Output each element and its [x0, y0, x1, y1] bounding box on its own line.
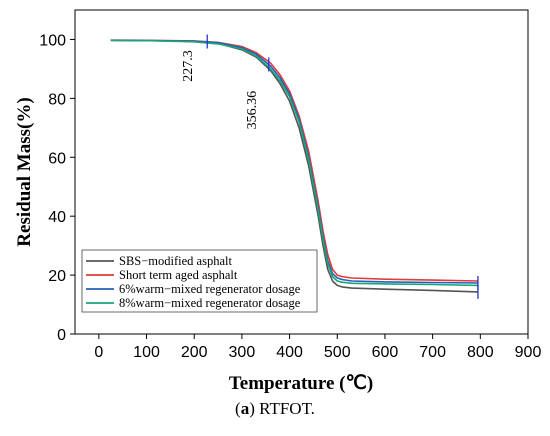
y-tick-label: 0: [57, 327, 66, 344]
caption-suffix: ) RTFOT.: [249, 399, 315, 418]
x-tick-label: 100: [133, 344, 160, 361]
figure-caption: (a) RTFOT.: [235, 399, 315, 418]
y-tick-label: 80: [48, 91, 66, 108]
x-tick-label: 300: [229, 344, 256, 361]
onset-annotation: 356.36: [245, 91, 260, 129]
series-line-2: [110, 39, 478, 282]
x-tick-label: 900: [515, 344, 542, 361]
caption-prefix: (: [235, 399, 241, 418]
plot-frame: [74, 9, 529, 335]
y-axis-title: Residual Mass(%): [14, 97, 35, 246]
legend-box: [81, 249, 318, 313]
x-tick-label: 800: [467, 344, 494, 361]
y-tick-label: 40: [48, 209, 66, 226]
y-tick-label: 20: [48, 268, 66, 285]
x-tick-label: 700: [419, 344, 446, 361]
caption-letter: a: [241, 399, 250, 418]
legend-entry: SBS−modified asphalt: [119, 254, 232, 268]
x-tick-label: 0: [94, 344, 103, 361]
x-tick-label: 500: [324, 344, 351, 361]
x-axis-title: Temperature (℃): [229, 373, 373, 394]
series-line-3: [110, 39, 478, 284]
axis-ticks: 0 100 200 300 400 500 600 700 800 900 0 20 40 60 80 100: [39, 32, 541, 361]
onset-annotation: 227.3: [181, 50, 196, 82]
legend-entry: 8%warm−mixed regenerator dosage: [119, 296, 301, 310]
series-line-4: [110, 39, 478, 287]
series-layer: [110, 39, 478, 293]
annotation-layer: 227.3 356.36: [181, 50, 260, 129]
marker-layer: [206, 34, 479, 299]
x-tick-label: 600: [372, 344, 399, 361]
x-tick-label: 200: [181, 344, 208, 361]
legend-entry: 6%warm−mixed regenerator dosage: [119, 282, 301, 296]
y-tick-label: 100: [39, 32, 66, 49]
y-tick-label: 60: [48, 150, 66, 167]
legend-entry: Short term aged asphalt: [119, 268, 238, 282]
x-tick-label: 400: [276, 344, 303, 361]
